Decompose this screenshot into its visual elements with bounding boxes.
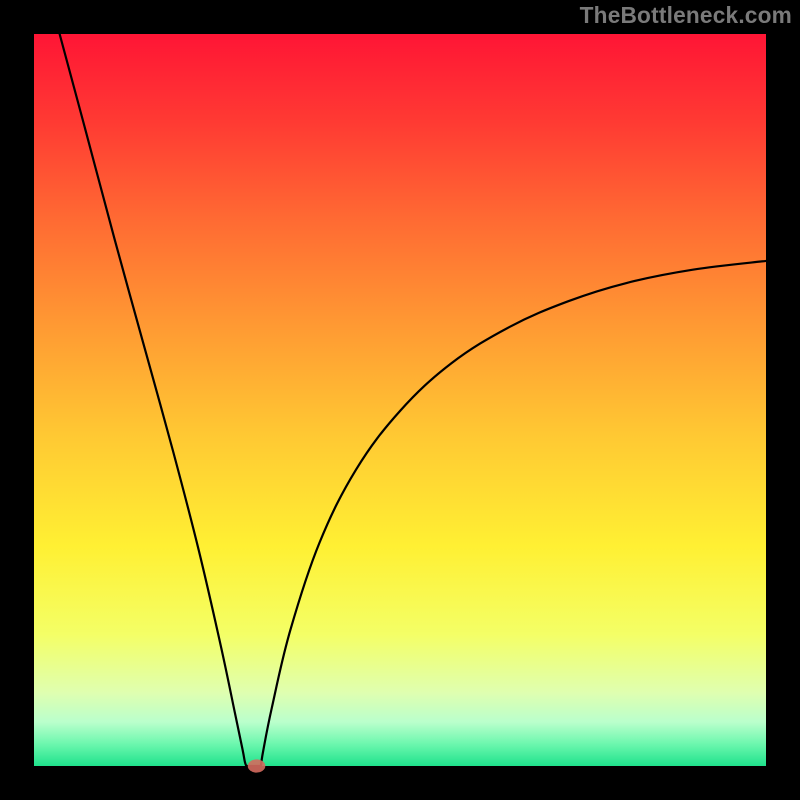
min-point-marker <box>248 759 266 772</box>
chart-container: TheBottleneck.com <box>0 0 800 800</box>
bottleneck-chart <box>0 0 800 800</box>
watermark-text: TheBottleneck.com <box>580 2 792 29</box>
plot-background <box>34 34 766 766</box>
